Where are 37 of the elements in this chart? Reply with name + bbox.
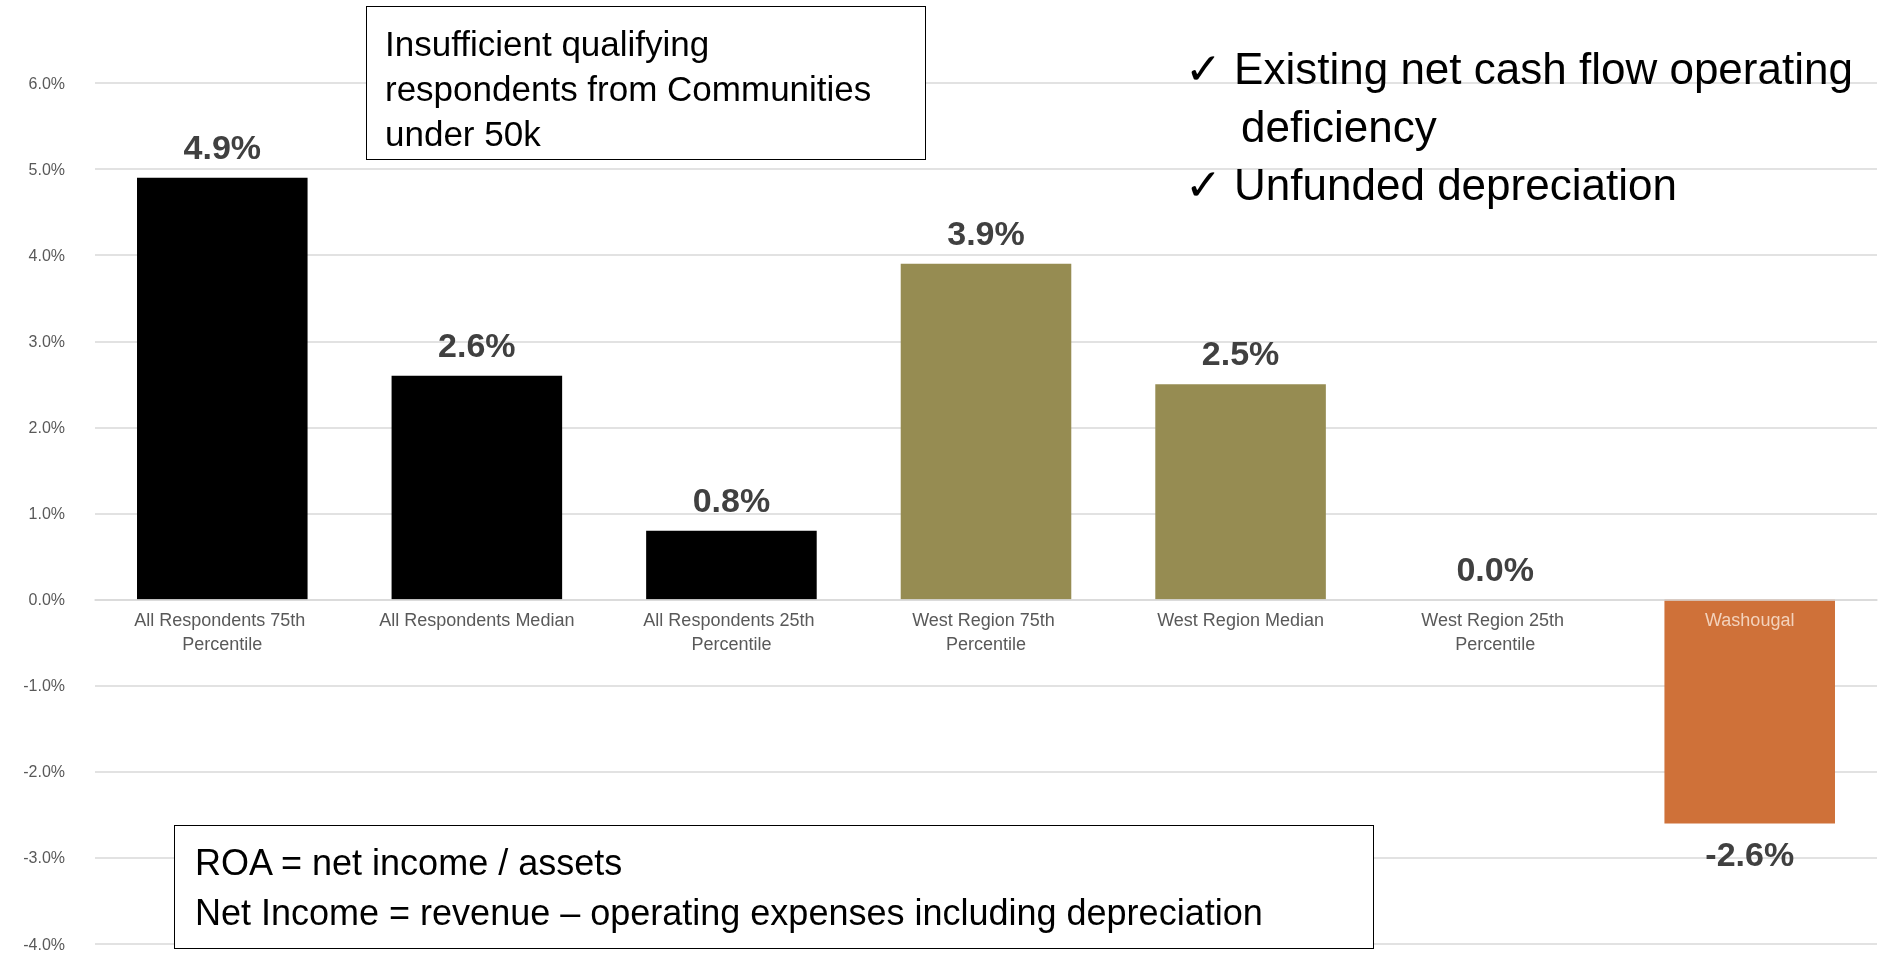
- data-label: 0.8%: [692, 480, 771, 519]
- bar: [1155, 384, 1326, 600]
- y-tick-label: -4.0%: [23, 935, 65, 953]
- x-tick-label: West Region 75th Percentile: [912, 609, 1060, 654]
- annotation: ROA = net income / assets: [195, 841, 624, 885]
- note-box: ROA = net income / assets Net Income = revenue – operating expenses including depreciation: [174, 825, 1374, 949]
- bar: [391, 375, 563, 600]
- y-tick-label: 0.0%: [28, 591, 65, 609]
- y-tick-label: 5.0%: [28, 160, 65, 178]
- x-tick-label: All Respondents 25th Percentile: [643, 609, 820, 654]
- y-tick-label: -1.0%: [23, 677, 65, 695]
- data-label: 0.0%: [1456, 549, 1534, 588]
- bar: [1664, 599, 1835, 824]
- x-tick-label: All Respondents Median: [379, 609, 575, 630]
- x-tick-label: All Respondents 75th Percentile: [134, 609, 311, 654]
- data-label: 4.9%: [183, 127, 262, 166]
- bar: [137, 177, 308, 600]
- data-label: -2.6%: [1705, 835, 1795, 874]
- x-tick-label: West Region Median: [1157, 609, 1324, 630]
- note-box: Insufficient qualifying respondents from Communities under 50k: [366, 6, 926, 160]
- annotation: ✓ Existing net cash flow operating deficiency: [1185, 43, 1854, 153]
- x-tick-label: West Region 25th Percentile: [1421, 609, 1570, 654]
- y-tick-label: 6.0%: [28, 74, 65, 92]
- data-label: 2.6%: [438, 325, 516, 364]
- y-tick-label: 2.0%: [28, 418, 65, 436]
- y-tick-label: -3.0%: [23, 849, 65, 867]
- x-tick-label: Washougal: [1705, 609, 1795, 630]
- bar: [900, 263, 1072, 600]
- annotation: Net Income = revenue – operating expenses including depreciation: [195, 891, 1264, 935]
- y-tick-label: 1.0%: [28, 505, 65, 522]
- data-label: 3.9%: [947, 213, 1025, 252]
- y-tick-label: -2.0%: [23, 763, 65, 781]
- y-tick-label: 3.0%: [28, 332, 65, 350]
- bar: [646, 530, 817, 600]
- data-label: 2.5%: [1201, 334, 1280, 373]
- y-tick-label: 4.0%: [28, 246, 65, 264]
- annotation: ✓ Unfunded depreciation: [1185, 159, 1678, 211]
